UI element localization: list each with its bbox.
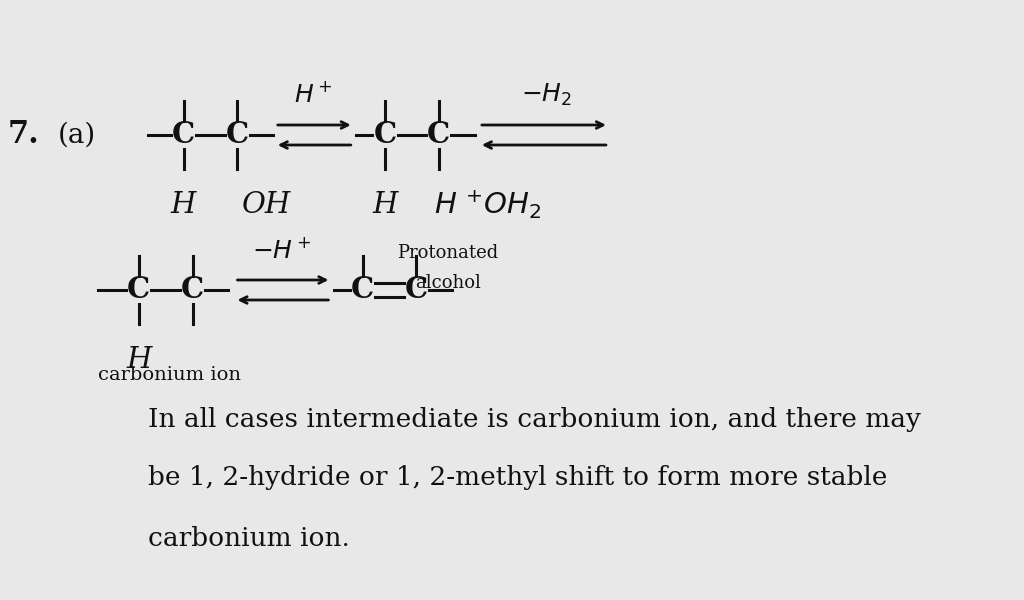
Text: (a): (a) bbox=[58, 121, 96, 148]
Text: C: C bbox=[427, 121, 451, 149]
Text: In all cases intermediate is carbonium ion, and there may: In all cases intermediate is carbonium i… bbox=[147, 407, 921, 433]
Text: carbonium ion: carbonium ion bbox=[98, 366, 242, 384]
Text: OH: OH bbox=[242, 191, 291, 219]
Text: C: C bbox=[351, 275, 374, 304]
Text: C: C bbox=[404, 275, 428, 304]
Text: H: H bbox=[171, 191, 197, 219]
Text: be 1, 2-hydride or 1, 2-methyl shift to form more stable: be 1, 2-hydride or 1, 2-methyl shift to … bbox=[147, 466, 887, 491]
Text: H: H bbox=[126, 346, 152, 374]
Text: $-H^+$: $-H^+$ bbox=[252, 238, 312, 263]
Text: C: C bbox=[225, 121, 249, 149]
Text: C: C bbox=[172, 121, 196, 149]
Text: C: C bbox=[181, 275, 204, 304]
Text: 7.: 7. bbox=[7, 119, 39, 151]
Text: $H\ ^{+}OH_2$: $H\ ^{+}OH_2$ bbox=[434, 188, 542, 221]
Text: Protonated: Protonated bbox=[397, 244, 499, 262]
Text: C: C bbox=[374, 121, 396, 149]
Text: H: H bbox=[373, 191, 397, 219]
Text: alcohol: alcohol bbox=[415, 274, 480, 292]
Text: $-H_2$: $-H_2$ bbox=[520, 82, 571, 108]
Text: carbonium ion.: carbonium ion. bbox=[147, 526, 349, 551]
Text: C: C bbox=[127, 275, 151, 304]
Text: $H^+$: $H^+$ bbox=[294, 82, 333, 107]
